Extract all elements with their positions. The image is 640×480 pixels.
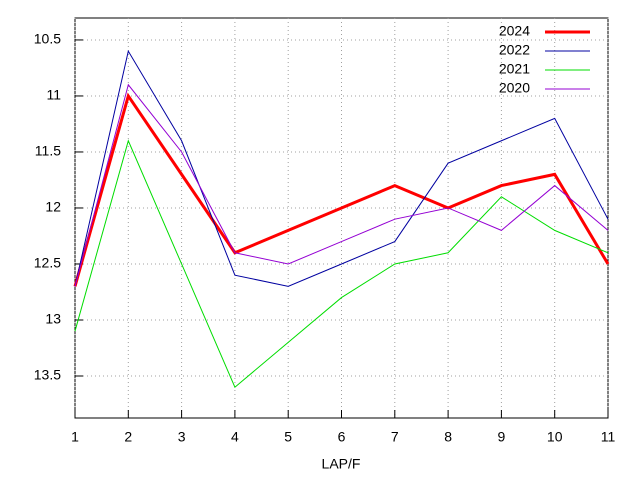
series-line	[74, 139, 609, 389]
legend-label: 2022	[499, 42, 530, 58]
y-tick-label: 11	[46, 87, 61, 103]
legend-label: 2020	[499, 80, 530, 96]
y-tick-label: 13.5	[34, 367, 61, 383]
series-line	[74, 83, 609, 287]
legend-label: 2021	[499, 61, 530, 77]
y-tick-label: 11.5	[35, 143, 61, 159]
x-tick-label: 5	[284, 429, 292, 445]
x-tick-label: 1	[71, 429, 79, 445]
x-tick-label: 8	[444, 429, 452, 445]
x-tick-label: 7	[391, 429, 399, 445]
x-tick-label: 3	[178, 429, 186, 445]
legend-label: 2024	[499, 23, 530, 39]
series-line	[74, 49, 609, 287]
x-tick-label: 9	[498, 429, 506, 445]
y-tick-label: 12.5	[34, 255, 61, 271]
x-tick-label: 6	[338, 429, 346, 445]
x-axis-label: LAP/F	[322, 456, 361, 472]
series-line	[73, 92, 610, 287]
y-tick-label: 10.5	[34, 31, 61, 47]
x-tick-label: 4	[231, 429, 239, 445]
y-tick-label: 12	[45, 199, 61, 215]
x-tick-label: 10	[547, 429, 563, 445]
x-tick-label: 11	[601, 429, 616, 445]
y-tick-label: 13	[45, 311, 61, 327]
x-tick-label: 2	[124, 429, 132, 445]
